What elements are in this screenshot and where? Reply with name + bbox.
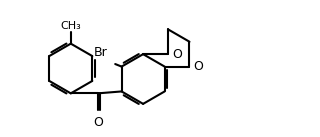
Text: O: O (93, 116, 103, 129)
Text: O: O (193, 60, 203, 73)
Text: CH₃: CH₃ (60, 21, 81, 31)
Text: Br: Br (94, 46, 108, 59)
Text: O: O (172, 48, 182, 61)
